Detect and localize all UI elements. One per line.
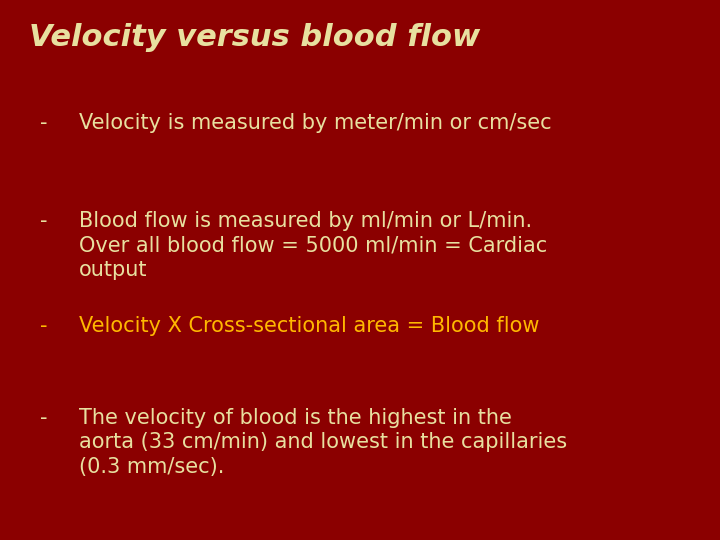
- Text: Velocity is measured by meter/min or cm/sec: Velocity is measured by meter/min or cm/…: [79, 113, 552, 133]
- Text: Blood flow is measured by ml/min or L/min.
Over all blood flow = 5000 ml/min = C: Blood flow is measured by ml/min or L/mi…: [79, 211, 547, 280]
- Text: The velocity of blood is the highest in the
aorta (33 cm/min) and lowest in the : The velocity of blood is the highest in …: [79, 408, 567, 477]
- Text: Velocity versus blood flow: Velocity versus blood flow: [29, 23, 480, 52]
- Text: Velocity X Cross-sectional area = Blood flow: Velocity X Cross-sectional area = Blood …: [79, 316, 540, 336]
- Text: -: -: [40, 408, 47, 428]
- Text: -: -: [40, 113, 47, 133]
- Text: -: -: [40, 316, 47, 336]
- Text: -: -: [40, 211, 47, 231]
